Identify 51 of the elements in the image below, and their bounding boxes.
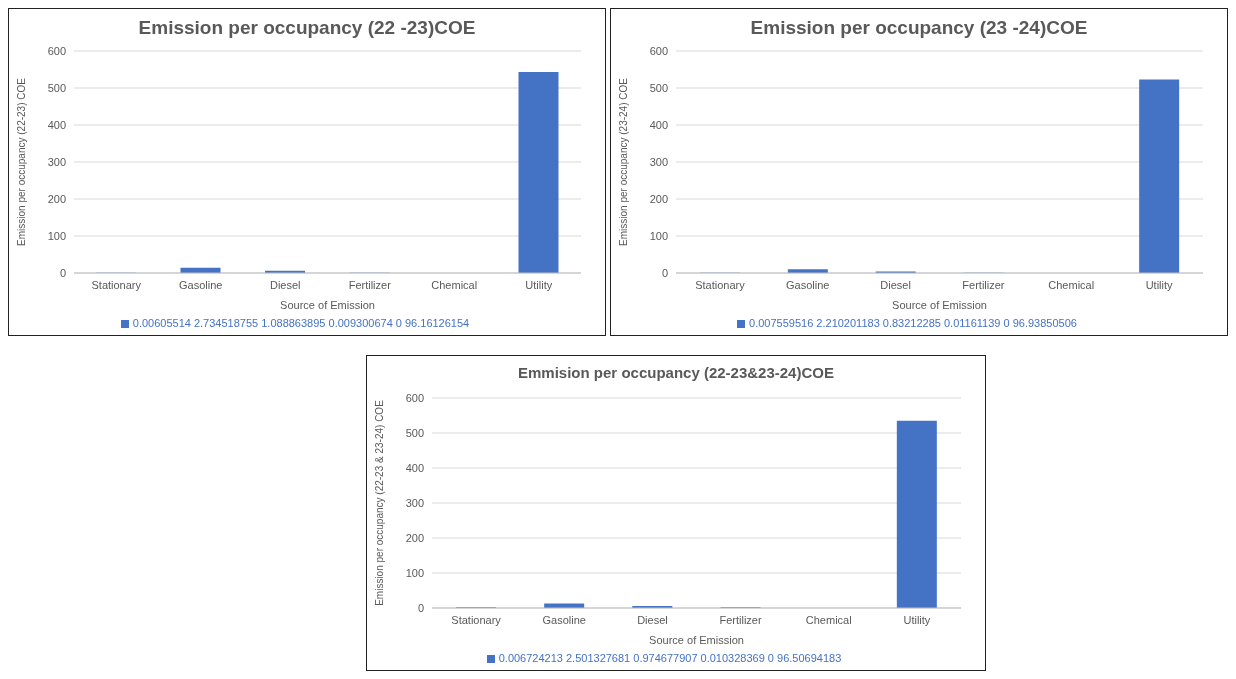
y-tick-label: 400 bbox=[47, 118, 66, 131]
y-tick-label: 600 bbox=[649, 44, 668, 57]
x-tick-label: Chemical bbox=[431, 278, 478, 291]
y-tick-label: 400 bbox=[405, 461, 424, 474]
x-tick-label: Stationary bbox=[695, 278, 746, 291]
x-tick-label: Gasoline bbox=[786, 278, 830, 291]
y-tick-label: 100 bbox=[649, 229, 668, 242]
y-tick-label: 300 bbox=[47, 155, 66, 168]
y-tick-label: 200 bbox=[649, 192, 668, 205]
x-tick-label: Fertilizer bbox=[962, 278, 1005, 291]
x-axis-title: Source of Emission bbox=[649, 634, 744, 646]
y-tick-label: 0 bbox=[661, 266, 668, 279]
y-tick-label: 0 bbox=[417, 601, 424, 614]
x-tick-label: Chemical bbox=[1048, 278, 1095, 291]
x-tick-label: Stationary bbox=[91, 278, 142, 291]
y-tick-label: 500 bbox=[47, 81, 66, 94]
chart-title: Emmision per occupancy (22-23&23-24)COE bbox=[517, 364, 835, 383]
y-tick-label: 600 bbox=[405, 391, 424, 404]
y-tick-label: 400 bbox=[649, 118, 668, 131]
y-axis-title: Emission per occupancy (23-24) COE bbox=[617, 77, 629, 246]
legend-label: 0.00605514 2.734518755 1.088863895 0.009300674 0 96.16126154 bbox=[132, 317, 470, 329]
x-tick-label: Utility bbox=[1145, 278, 1174, 291]
x-tick-label: Gasoline bbox=[179, 278, 223, 291]
y-axis-title: Emission per occupancy (22-23) COE bbox=[15, 77, 27, 246]
chart-title: Emission per occupancy (22 -23)COE bbox=[137, 17, 477, 40]
y-tick-label: 600 bbox=[47, 44, 66, 57]
x-tick-label: Chemical bbox=[805, 613, 852, 626]
legend-label: 0.006724213 2.501327681 0.974677907 0.010328369 0 96.50694183 bbox=[498, 652, 842, 664]
x-tick-label: Diesel bbox=[637, 613, 668, 626]
x-tick-label: Diesel bbox=[880, 278, 911, 291]
x-axis-title: Source of Emission bbox=[892, 299, 987, 311]
x-tick-label: Gasoline bbox=[542, 613, 586, 626]
x-tick-label: Stationary bbox=[451, 613, 502, 626]
y-tick-label: 300 bbox=[649, 155, 668, 168]
x-tick-label: Fertilizer bbox=[348, 278, 392, 291]
y-tick-label: 500 bbox=[405, 426, 424, 439]
y-axis-title: Emission per occupancy (22-23 & 23-24) COE bbox=[373, 399, 385, 606]
y-tick-label: 200 bbox=[405, 531, 424, 544]
x-tick-label: Diesel bbox=[269, 278, 301, 291]
y-tick-label: 500 bbox=[649, 81, 668, 94]
y-tick-label: 0 bbox=[59, 266, 66, 279]
x-tick-label: Utility bbox=[903, 613, 931, 626]
y-tick-label: 100 bbox=[47, 229, 66, 242]
x-axis-title: Source of Emission bbox=[280, 299, 375, 311]
y-tick-label: 100 bbox=[405, 566, 424, 579]
legend-label: 0.007559516 2.210201183 0.83212285 0.01161139 0 96.93850506 bbox=[749, 317, 1077, 329]
y-tick-label: 300 bbox=[405, 496, 424, 509]
chart-title: Emission per occupancy (23 -24)COE bbox=[749, 17, 1089, 40]
y-tick-label: 200 bbox=[47, 192, 66, 205]
x-tick-label: Utility bbox=[525, 278, 553, 291]
x-tick-label: Fertilizer bbox=[719, 613, 762, 626]
